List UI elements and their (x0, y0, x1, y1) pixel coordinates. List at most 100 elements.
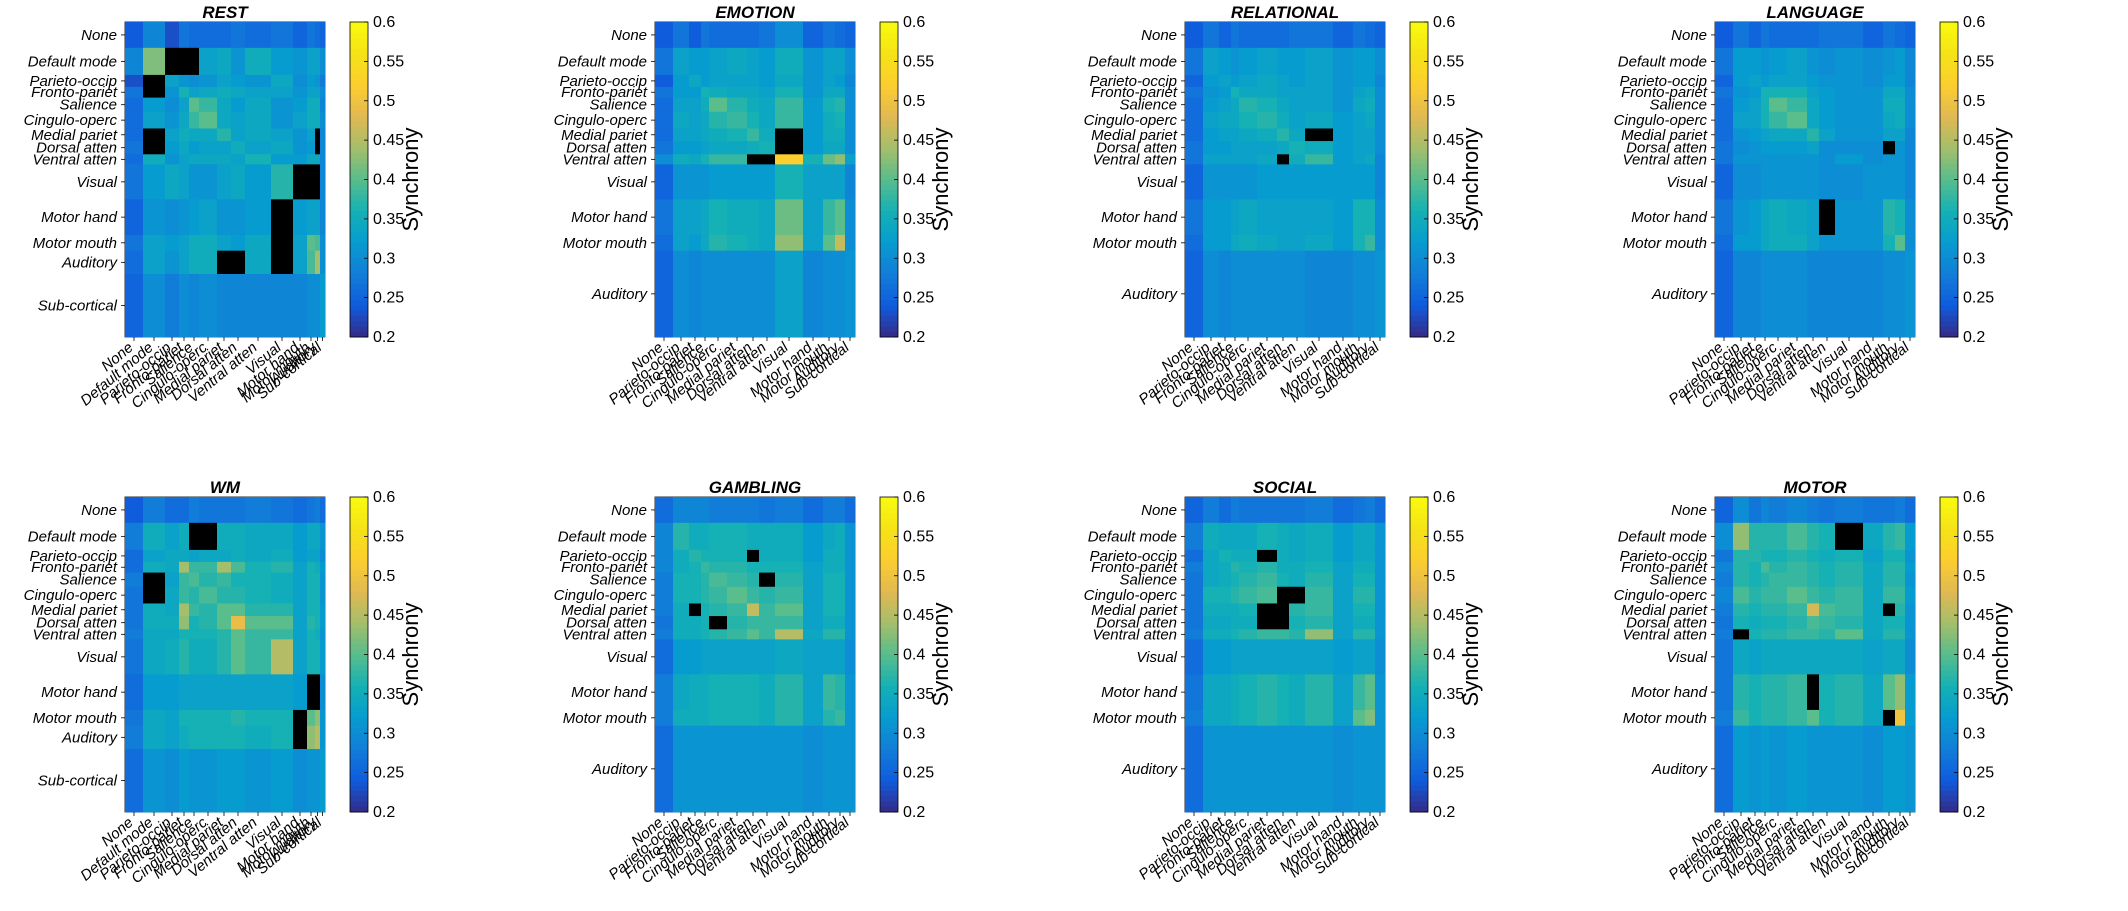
heatmap-cell (165, 709, 180, 727)
heatmap-cell (823, 674, 836, 711)
colorbar-segment (880, 728, 898, 734)
heatmap-cell (1819, 616, 1836, 630)
colorbar-tick-label: 0.6 (903, 14, 925, 31)
heatmap-cell (701, 97, 710, 113)
row-label: None (81, 502, 117, 519)
row-label: Motor mouth (1623, 235, 1707, 252)
colorbar-segment (1940, 591, 1958, 598)
colorbar-segment (880, 554, 898, 561)
heatmap-cell (143, 199, 166, 236)
heatmap-cell (179, 709, 190, 727)
colorbar-segment (1940, 195, 1958, 201)
colorbar-segment (1410, 132, 1428, 138)
heatmap-cell (189, 250, 200, 275)
heatmap-cell (689, 725, 702, 813)
heatmap-cell (1375, 86, 1386, 98)
heatmap-cell (307, 74, 316, 88)
heatmap-cell (1203, 97, 1220, 113)
heatmap-cell (709, 616, 728, 630)
heatmap-cell (315, 74, 321, 88)
row-label: Cingulo-operc (554, 587, 648, 604)
heatmap-cell (759, 709, 776, 727)
colorbar-segment (350, 232, 368, 238)
heatmap-cell (293, 22, 308, 49)
heatmap-cell (245, 709, 272, 727)
heatmap-cell (655, 111, 674, 129)
row-label: Motor mouth (563, 710, 647, 727)
colorbar-segment (880, 116, 898, 123)
colorbar-segment (880, 27, 898, 33)
heatmap-cell (1787, 561, 1808, 573)
heatmap-cell (189, 497, 200, 524)
colorbar-segment (1410, 216, 1428, 222)
heatmap-cell (1231, 111, 1240, 129)
heatmap-cell (845, 725, 856, 813)
heatmap-cell (1905, 97, 1916, 113)
heatmap-cell (307, 725, 316, 750)
heatmap-cell (1733, 709, 1750, 727)
heatmap-cell (1333, 497, 1354, 524)
row-label: Auditory (61, 254, 119, 271)
heatmap-cell (1807, 616, 1820, 630)
heatmap-cell (1185, 22, 1204, 49)
heatmap-cell (655, 603, 674, 617)
heatmap-cell (179, 586, 190, 604)
heatmap-cell (1835, 674, 1864, 711)
colorbar-segment (880, 549, 898, 556)
heatmap-cell (231, 616, 246, 630)
heatmap-cell (775, 639, 804, 675)
heatmap-cell (1289, 603, 1306, 617)
colorbar-segment (880, 607, 898, 613)
heatmap-cell (307, 616, 316, 630)
colorbar-segment (1410, 607, 1428, 613)
heatmap-cell (125, 47, 144, 76)
heatmap-cell (1761, 629, 1770, 640)
row-label: Visual (1136, 174, 1177, 191)
colorbar-segment (350, 738, 368, 745)
row-label: Visual (1666, 174, 1707, 191)
heatmap-cell (1289, 616, 1306, 630)
heatmap-cell (1353, 250, 1366, 338)
heatmap-cell (1289, 22, 1306, 49)
colorbar-segment (1940, 289, 1958, 296)
heatmap-cell (835, 497, 846, 524)
colorbar-segment (350, 274, 368, 280)
heatmap-cell (1305, 725, 1334, 813)
row-label: Visual (1666, 649, 1707, 666)
heatmap-cell (689, 141, 702, 155)
heatmap-cell (307, 749, 316, 813)
heatmap-cell (271, 250, 294, 275)
heatmap-cell (823, 616, 836, 630)
heatmap-cell (747, 586, 760, 604)
heatmap-cell (1277, 674, 1290, 711)
colorbar-tick-label: 0.3 (1433, 250, 1455, 267)
colorbar-tick-label: 0.3 (1433, 725, 1455, 742)
colorbar-segment (1410, 560, 1428, 566)
colorbar-segment (350, 300, 368, 306)
heatmap-cell (320, 586, 326, 604)
heatmap-cell (709, 639, 728, 675)
heatmap-cell (1761, 199, 1770, 236)
heatmap-cell (709, 674, 728, 711)
colorbar-segment (350, 184, 368, 191)
heatmap-cell (315, 709, 321, 727)
colorbar-segment (1940, 111, 1958, 117)
row-label: Motor hand (41, 684, 118, 701)
heatmap-cell (231, 549, 246, 563)
heatmap-cell (271, 97, 294, 113)
colorbar-segment (1410, 300, 1428, 306)
heatmap-cell (179, 616, 190, 630)
heatmap-cell (727, 522, 748, 551)
colorbar-segment (880, 586, 898, 592)
heatmap-cell (835, 603, 846, 617)
heatmap-cell (775, 47, 804, 76)
heatmap-cell (1257, 128, 1278, 142)
colorbar-segment (1410, 305, 1428, 312)
heatmap-cell (1787, 199, 1808, 236)
heatmap-cell (320, 164, 326, 200)
heatmap-cell (217, 199, 232, 236)
heatmap-cell (701, 586, 710, 604)
heatmap-cell (293, 549, 308, 563)
heatmap-cell (1231, 572, 1240, 588)
